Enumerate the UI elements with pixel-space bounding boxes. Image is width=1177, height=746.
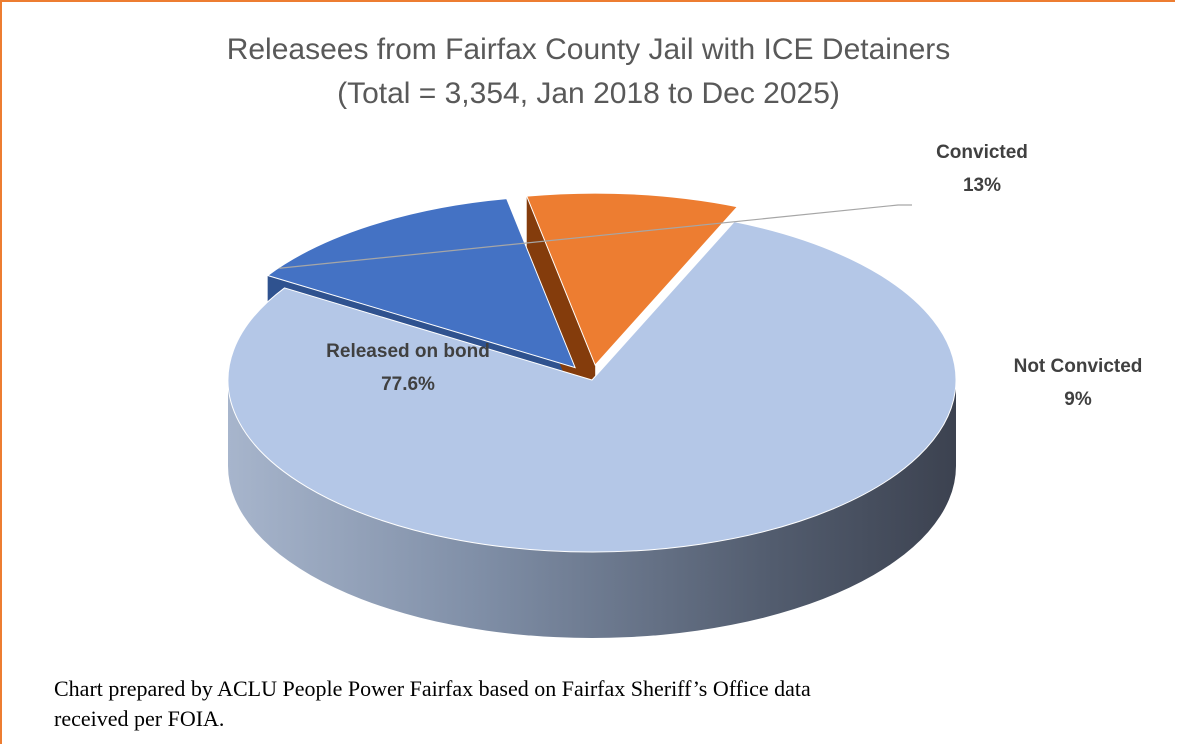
slice-value-convicted: 13% [963,175,1001,196]
slice-label-released-on-bond: Released on bond [326,341,490,362]
caption-line-2: received per FOIA. [54,706,225,731]
caption-line-1: Chart prepared by ACLU People Power Fair… [54,676,811,701]
chart-title-line1: Releasees from Fairfax County Jail with … [226,33,951,66]
chart-title: Releasees from Fairfax County Jail with … [0,28,1177,116]
pie-side-released-on-bond [228,380,956,638]
leader-line-convicted [279,204,912,269]
pie-slice-not-convicted [526,192,739,367]
chart-subtitle: (Total = 3,354, Jan 2018 to Dec 2025) [337,77,840,110]
slice-label-convicted: Convicted [936,142,1028,163]
pie-slice-released-on-bond [227,221,957,553]
slice-value-released-on-bond: 77.6% [381,374,435,395]
slice-label-not-convicted: Not Convicted [1014,356,1143,377]
chart-caption: Chart prepared by ACLU People Power Fair… [54,674,1134,734]
pie-slice-convicted [266,198,576,369]
slice-value-not-convicted: 9% [1064,389,1092,410]
